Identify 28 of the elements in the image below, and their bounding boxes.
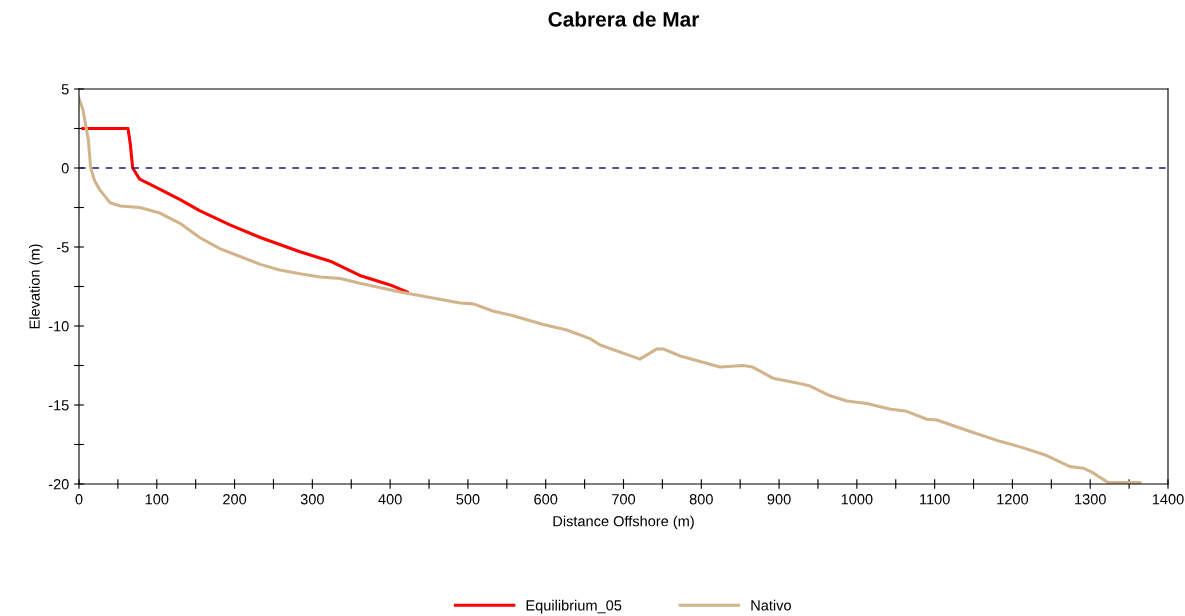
- x-tick-label: 1300: [1075, 494, 1106, 505]
- line-series: [81, 126, 409, 294]
- x-tick-label: 100: [145, 494, 169, 505]
- y-tick-label: 5: [61, 84, 69, 95]
- legend-label: Nativo: [751, 599, 791, 611]
- x-tick-label: 500: [456, 494, 480, 505]
- x-tick-label: 200: [223, 494, 247, 505]
- x-tick-label: 600: [534, 494, 558, 505]
- y-tick-label: -5: [56, 242, 69, 253]
- y-tick-label: -10: [48, 321, 69, 332]
- y-tick-label: -20: [48, 479, 69, 490]
- x-tick-label: 400: [378, 494, 402, 505]
- x-tick-label: 800: [689, 494, 713, 505]
- chart-title: Cabrera de Mar: [548, 11, 700, 27]
- x-tick-label: 1200: [997, 494, 1029, 505]
- x-tick-label: 1400: [1152, 494, 1184, 505]
- y-axis-title: Elevation (m): [29, 244, 43, 329]
- y-tick-label: 0: [61, 163, 69, 174]
- x-tick-label: 900: [767, 494, 791, 505]
- y-tick-label: -15: [48, 400, 69, 411]
- x-tick-label: 0: [75, 494, 83, 505]
- x-tick-label: 300: [300, 494, 324, 505]
- x-tick-label: 1100: [920, 494, 950, 505]
- legend-label: Equilibrium_05: [526, 599, 622, 614]
- x-axis-title: Distance Offshore (m): [553, 515, 694, 530]
- line-series: [79, 96, 1142, 484]
- x-tick-label: 1000: [841, 494, 873, 505]
- x-tick-label: 700: [612, 494, 636, 505]
